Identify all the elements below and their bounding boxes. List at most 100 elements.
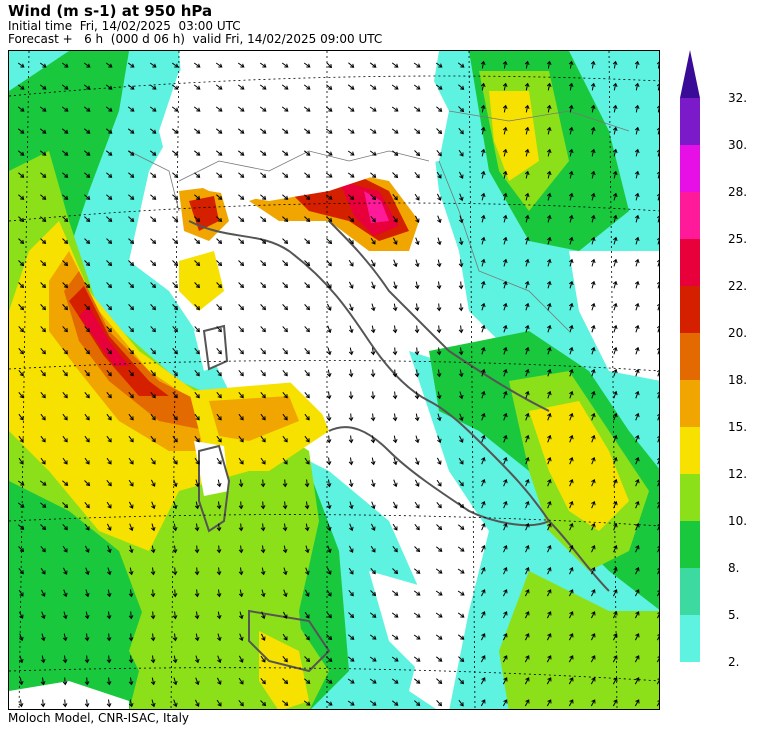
wind-arrow [172, 435, 178, 443]
wind-arrow [83, 84, 91, 90]
wind-arrow [480, 148, 486, 157]
wind-arrow [40, 304, 46, 311]
wind-arrow [480, 258, 486, 267]
wind-arrow [502, 611, 508, 619]
wind-arrow [568, 192, 574, 201]
wind-arrow [237, 128, 245, 134]
wind-arrow [326, 303, 332, 311]
wind-arrow [172, 677, 178, 686]
wind-arrow [84, 369, 90, 377]
wind-arrow [326, 634, 333, 641]
wind-arrow [370, 590, 377, 597]
wind-arrow [238, 194, 245, 200]
wind-arrow [436, 281, 442, 290]
wind-arrow [458, 281, 464, 290]
wind-arrow [524, 170, 530, 179]
wind-arrow [392, 457, 398, 466]
wind-arrow [172, 413, 178, 421]
wind-arrow [348, 413, 354, 422]
wind-arrow [40, 699, 46, 708]
wind-arrow [657, 546, 659, 553]
colorbar-bin [680, 615, 700, 662]
wind-arrow [106, 326, 112, 333]
wind-arrow [18, 611, 24, 619]
wind-arrow [634, 82, 640, 91]
wind-arrow [17, 84, 25, 90]
wind-arrow [40, 457, 46, 465]
wind-arrow [150, 216, 157, 222]
wind-arrow [260, 700, 267, 707]
wind-arrow [613, 456, 618, 465]
wind-arrow [216, 699, 222, 707]
wind-arrow [282, 413, 288, 421]
wind-arrow [414, 479, 420, 487]
wind-arrow [40, 238, 47, 245]
wind-arrow [392, 568, 399, 575]
wind-arrow [568, 611, 574, 619]
wind-arrow [591, 544, 596, 553]
wind-arrow [150, 567, 156, 576]
wind-arrow [503, 501, 508, 509]
wind-arrow [457, 524, 465, 530]
wind-arrow [40, 545, 46, 553]
wind-arrow [435, 612, 443, 618]
wind-arrow [414, 128, 421, 134]
wind-arrow [18, 172, 25, 178]
wind-arrow [591, 501, 596, 509]
wind-arrow [458, 215, 464, 224]
wind-arrow [106, 655, 112, 664]
wind-arrow [326, 391, 332, 400]
wind-arrow [547, 324, 552, 333]
wind-arrow [325, 106, 333, 112]
wind-arrow [84, 282, 91, 289]
wind-arrow [128, 347, 134, 355]
wind-arrow [215, 106, 223, 112]
wind-arrow [304, 611, 310, 619]
wind-arrow [524, 126, 530, 135]
wind-arrow [194, 326, 200, 333]
wind-arrow [62, 502, 69, 509]
wind-arrow [127, 84, 135, 90]
wind-arrow [347, 700, 355, 706]
wind-arrow [414, 523, 420, 531]
wind-arrow [590, 148, 596, 157]
wind-arrow [546, 655, 552, 663]
wind-arrow [172, 523, 178, 532]
wind-arrow [503, 544, 508, 553]
wind-arrow [128, 545, 134, 554]
wind-arrow [481, 368, 486, 377]
wind-arrow [327, 325, 332, 334]
wind-arrow [172, 326, 178, 333]
wind-arrow [436, 678, 443, 684]
wind-arrow [391, 590, 399, 596]
wind-arrow [634, 699, 640, 707]
wind-arrow [19, 633, 24, 642]
wind-arrow [40, 502, 47, 508]
wind-arrow [18, 347, 24, 355]
wind-arrow [612, 236, 618, 245]
wind-arrow [150, 677, 156, 686]
initial-time: Initial time Fri, 14/02/2025 03:00 UTC [8, 19, 241, 33]
wind-arrow [127, 128, 135, 134]
wind-arrow [349, 523, 354, 532]
wind-arrow [150, 523, 156, 532]
wind-arrow [590, 60, 596, 69]
wind-arrow [591, 456, 596, 465]
wind-arrow [657, 391, 659, 399]
wind-arrow [657, 502, 659, 509]
wind-arrow [259, 150, 267, 156]
wind-arrow [18, 524, 25, 530]
wind-arrow [480, 677, 486, 685]
wind-arrow [304, 369, 310, 377]
wind-arrow [457, 546, 465, 552]
wind-arrow [325, 700, 333, 706]
wind-arrow [216, 326, 222, 333]
wind-arrow [436, 413, 442, 422]
wind-arrow [546, 677, 552, 685]
wind-arrow [194, 479, 200, 488]
wind-arrow [282, 633, 288, 641]
wind-arrow [62, 413, 68, 421]
wind-arrow [84, 545, 90, 553]
wind-arrow [260, 589, 266, 598]
wind-arrow [40, 567, 46, 575]
